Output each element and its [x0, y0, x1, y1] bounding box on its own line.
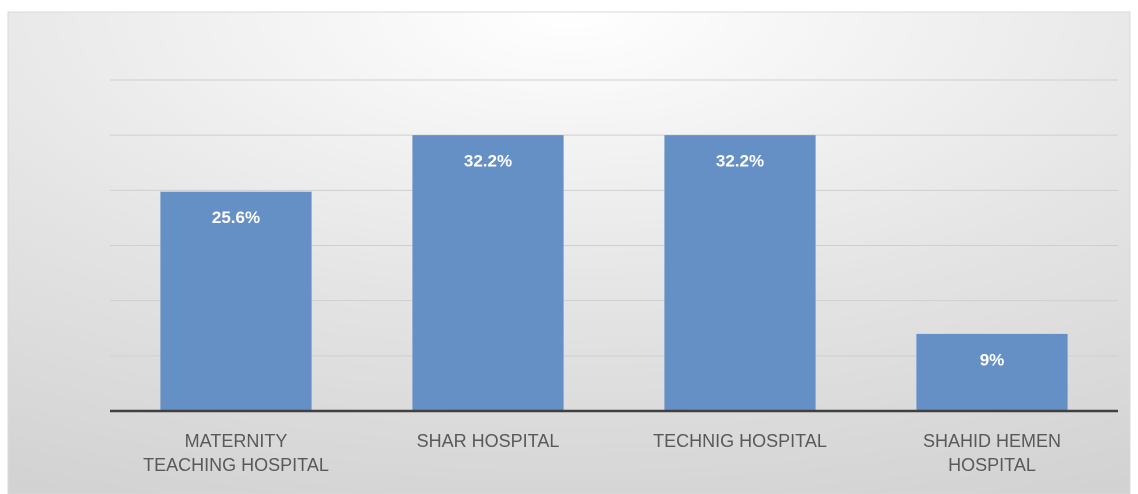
value-label: 9%	[980, 350, 1005, 369]
x-tick-label: MATERNITY TEACHING HOSPITAL	[143, 431, 329, 475]
x-tick-label: SHAHID HEMEN HOSPITAL	[922, 431, 1061, 475]
bar	[916, 333, 1068, 411]
bar	[160, 191, 312, 411]
value-label: 25.6%	[212, 208, 260, 227]
x-tick-label: TECHNIG HOSPITAL	[653, 431, 827, 451]
value-label: 32.2%	[464, 152, 512, 171]
bar	[412, 135, 564, 411]
bar	[664, 135, 816, 411]
x-tick-label: SHAR HOSPITAL	[416, 431, 560, 451]
value-label: 32.2%	[716, 152, 764, 171]
